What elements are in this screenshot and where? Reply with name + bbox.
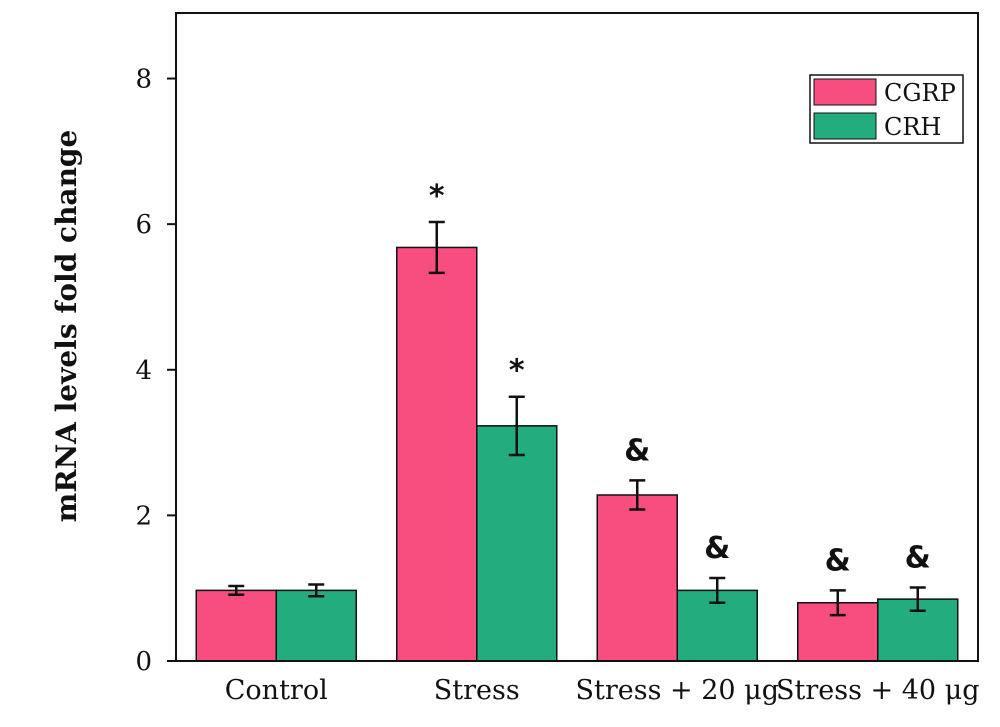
legend-swatch-cgrp	[813, 78, 877, 106]
bars-layer	[195, 246, 959, 662]
error-bar-crh-3	[909, 586, 926, 613]
bar-crh-1	[476, 425, 558, 662]
legend-swatch-crh	[813, 112, 877, 140]
error-bars-layer	[228, 220, 926, 617]
y-axis: 0 2 4 6 8	[135, 65, 176, 677]
error-bar-cgrp-0	[228, 584, 245, 596]
bar-cgrp-1	[396, 246, 478, 662]
y-tick-label-0: 0	[135, 647, 152, 677]
bar-cgrp-0	[195, 589, 277, 662]
annotations-layer: * * & & & &	[429, 179, 931, 578]
y-tick-label-3: 6	[135, 210, 152, 240]
error-bar-cgrp-2	[629, 479, 646, 511]
error-bar-crh-0	[308, 583, 325, 598]
y-axis-title: mRNA levels fold change	[50, 130, 83, 523]
y-tick-label-1: 2	[135, 501, 152, 531]
y-tick-label-2: 4	[135, 356, 152, 386]
x-tick-label-2: Stress + 20 μg	[575, 675, 779, 706]
error-bar-cgrp-3	[829, 589, 846, 617]
annotation-cgrp-2: &	[624, 433, 650, 468]
annotation-crh-3: &	[905, 540, 931, 575]
legend-label-cgrp: CGRP	[884, 79, 956, 107]
x-tick-label-1: Stress	[434, 675, 520, 706]
x-tick-label-0: Control	[225, 675, 328, 706]
annotation-cgrp-1: *	[429, 179, 445, 214]
error-bar-crh-2	[709, 576, 726, 605]
annotation-crh-2: &	[704, 531, 730, 566]
y-tick-label-4: 8	[135, 65, 152, 95]
error-bar-crh-1	[508, 395, 525, 457]
bar-crh-0	[275, 589, 357, 662]
plot-frame	[175, 12, 979, 662]
bar-cgrp-2	[596, 494, 678, 662]
error-bar-cgrp-1	[428, 220, 445, 275]
annotation-crh-1: *	[509, 354, 525, 389]
annotation-cgrp-3: &	[825, 543, 851, 578]
x-tick-label-3: Stress + 40 μg	[776, 675, 980, 706]
legend-label-crh: CRH	[884, 113, 941, 141]
legend: CGRP CRH	[809, 74, 964, 144]
